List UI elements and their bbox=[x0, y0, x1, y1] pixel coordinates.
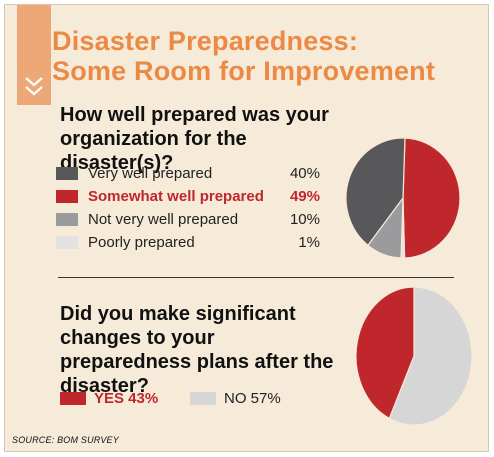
title-line-2: Some Room for Improvement bbox=[52, 56, 436, 86]
pie-slice-very-well-prepared bbox=[345, 137, 406, 247]
double-chevron-down-icon bbox=[25, 77, 43, 96]
legend-swatch bbox=[56, 236, 78, 249]
legend-label: Not very well prepared bbox=[88, 211, 239, 228]
legend-item-no: NO 57% bbox=[190, 390, 310, 408]
legend-swatch bbox=[56, 167, 78, 180]
legend-label: NO 57% bbox=[224, 390, 281, 407]
legend-swatch bbox=[60, 392, 86, 405]
legend-item-not-very-well: Not very well prepared 10% bbox=[56, 211, 326, 229]
legend-value: 1% bbox=[298, 234, 320, 251]
legend-value: 10% bbox=[289, 211, 320, 228]
legend-value: 40% bbox=[289, 165, 320, 182]
pie-chart-plan-changes bbox=[355, 286, 473, 426]
pie-slice-somewhat-well-prepared bbox=[402, 137, 461, 259]
legend-label: Somewhat well prepared bbox=[88, 188, 264, 205]
section-tab bbox=[17, 5, 51, 105]
legend-swatch bbox=[56, 213, 78, 226]
legend-item-somewhat-well: Somewhat well prepared 49% bbox=[56, 188, 326, 206]
legend-item-very-well: Very well prepared 40% bbox=[56, 165, 326, 183]
pie-slice-no-57 bbox=[388, 286, 473, 426]
title-line-1: Disaster Preparedness: bbox=[52, 26, 359, 56]
legend-label: Very well prepared bbox=[88, 165, 213, 182]
page-title: Disaster Preparedness: Some Room for Imp… bbox=[52, 26, 435, 86]
question-2: Did you make significant changes to your… bbox=[60, 303, 334, 397]
question-1: How well prepared was your organization … bbox=[60, 104, 329, 174]
pie-chart-preparedness bbox=[345, 137, 461, 259]
source-note: SOURCE: BOM SURVEY bbox=[12, 435, 119, 445]
legend-value: 49% bbox=[289, 188, 320, 205]
legend-swatch bbox=[190, 392, 216, 405]
legend-label: YES 43% bbox=[94, 390, 159, 407]
section-divider bbox=[58, 277, 454, 278]
legend-item-yes: YES 43% bbox=[60, 390, 170, 408]
legend-label: Poorly prepared bbox=[88, 234, 195, 251]
legend-swatch bbox=[56, 190, 78, 203]
pie-slice-yes-43 bbox=[355, 286, 415, 420]
legend-item-poorly: Poorly prepared 1% bbox=[56, 234, 326, 252]
